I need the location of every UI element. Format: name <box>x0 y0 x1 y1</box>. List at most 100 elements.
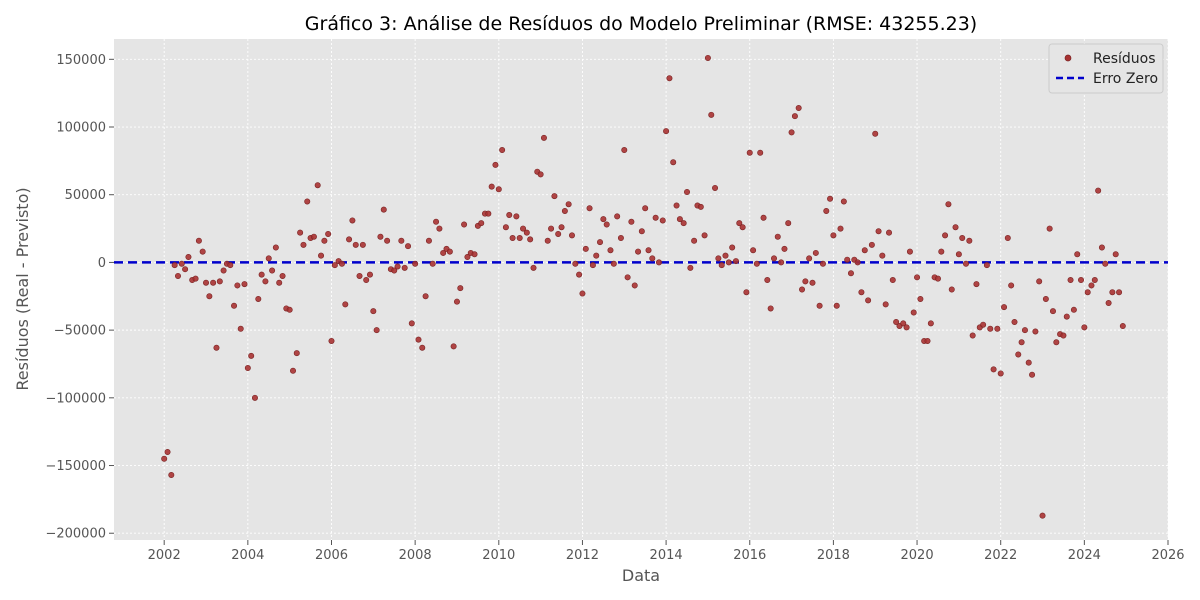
residual-point <box>722 252 729 259</box>
residual-point <box>631 282 638 289</box>
residual-point <box>659 217 666 224</box>
residual-point <box>1078 277 1085 284</box>
residual-point <box>861 247 868 254</box>
residual-point <box>837 225 844 232</box>
residual-point <box>1067 277 1074 284</box>
residual-point <box>178 260 185 267</box>
residual-point <box>910 309 917 316</box>
x-tick-label: 2010 <box>482 548 515 563</box>
y-axis-label: Resíduos (Real - Previsto) <box>13 187 32 390</box>
residual-point <box>537 171 544 178</box>
residual-point <box>293 350 300 357</box>
residual-point <box>356 272 363 279</box>
x-tick-label: 2002 <box>148 548 181 563</box>
residual-point <box>185 254 192 261</box>
y-tick-label: −150000 <box>45 459 106 474</box>
residual-point <box>785 220 792 227</box>
residual-point <box>338 260 345 267</box>
residual-point <box>757 149 764 156</box>
residual-point <box>492 161 499 168</box>
residual-point <box>520 225 527 232</box>
residual-point <box>854 259 861 266</box>
legend-label-zero-line: Erro Zero <box>1093 71 1158 87</box>
residual-point <box>461 221 468 228</box>
residual-point <box>914 274 921 281</box>
residual-point <box>638 228 645 235</box>
residual-point <box>352 241 359 248</box>
residual-point <box>882 301 889 308</box>
residual-point <box>802 278 809 285</box>
residual-point <box>272 244 279 251</box>
x-tick-label: 2026 <box>1151 548 1184 563</box>
residual-point <box>391 267 398 274</box>
residual-point <box>795 105 802 112</box>
residual-point <box>1039 512 1046 519</box>
residual-point <box>680 220 687 227</box>
residual-point <box>1011 318 1018 325</box>
residual-point <box>502 224 509 231</box>
residual-point <box>359 241 366 248</box>
residual-point <box>269 267 276 274</box>
residual-point <box>548 225 555 232</box>
residual-point <box>509 235 516 242</box>
residual-point <box>614 213 621 220</box>
residual-point <box>997 370 1004 377</box>
residual-point <box>701 232 708 239</box>
residual-point <box>879 252 886 259</box>
residual-point <box>342 301 349 308</box>
residual-point <box>1102 260 1109 267</box>
residual-point <box>764 277 771 284</box>
residual-point <box>220 267 227 274</box>
residual-point <box>1119 323 1126 330</box>
residual-point <box>227 262 234 269</box>
residual-point <box>955 251 962 258</box>
residual-point <box>297 229 304 236</box>
y-tick-label: 0 <box>98 256 106 271</box>
residual-point <box>450 343 457 350</box>
residual-point <box>827 195 834 202</box>
residual-point <box>161 455 168 462</box>
residual-point <box>962 260 969 267</box>
residual-point <box>1074 251 1081 258</box>
residual-point <box>516 235 523 242</box>
residual-point <box>544 237 551 244</box>
residual-point <box>440 249 447 256</box>
residual-point <box>934 275 941 282</box>
residual-point <box>251 394 258 401</box>
residual-point <box>593 252 600 259</box>
residual-point <box>1015 351 1022 358</box>
residual-point <box>753 260 760 267</box>
residual-point <box>363 277 370 284</box>
residual-point <box>1036 278 1043 285</box>
y-tick-label: 150000 <box>56 53 106 68</box>
residual-point <box>628 218 635 225</box>
residual-point <box>938 248 945 255</box>
residual-point <box>561 207 568 214</box>
residual-point <box>767 305 774 312</box>
axis-ticks: 2002 2004 2006 2008 2010 2012 2014 2016 2018 2020… <box>45 53 1184 563</box>
residual-point <box>429 260 436 267</box>
residual-point <box>736 220 743 227</box>
residual-point <box>1070 306 1077 313</box>
residual-point <box>168 472 175 479</box>
residual-point <box>778 259 785 266</box>
residual-point <box>712 184 719 191</box>
residual-point <box>1042 295 1049 302</box>
residual-point <box>1021 327 1028 334</box>
residual-point <box>760 214 767 221</box>
residual-point <box>527 236 534 243</box>
residual-point <box>642 205 649 212</box>
residual-point <box>164 448 171 455</box>
residual-point <box>886 229 893 236</box>
residual-point <box>192 275 199 282</box>
residual-point <box>300 241 307 248</box>
residual-point <box>234 282 241 289</box>
residual-point <box>806 255 813 262</box>
residual-point <box>213 344 220 351</box>
residual-point <box>729 244 736 251</box>
residual-point <box>676 216 683 223</box>
residual-point <box>565 201 572 208</box>
residual-point <box>377 233 384 240</box>
residual-point <box>844 256 851 263</box>
residual-point <box>244 365 251 372</box>
